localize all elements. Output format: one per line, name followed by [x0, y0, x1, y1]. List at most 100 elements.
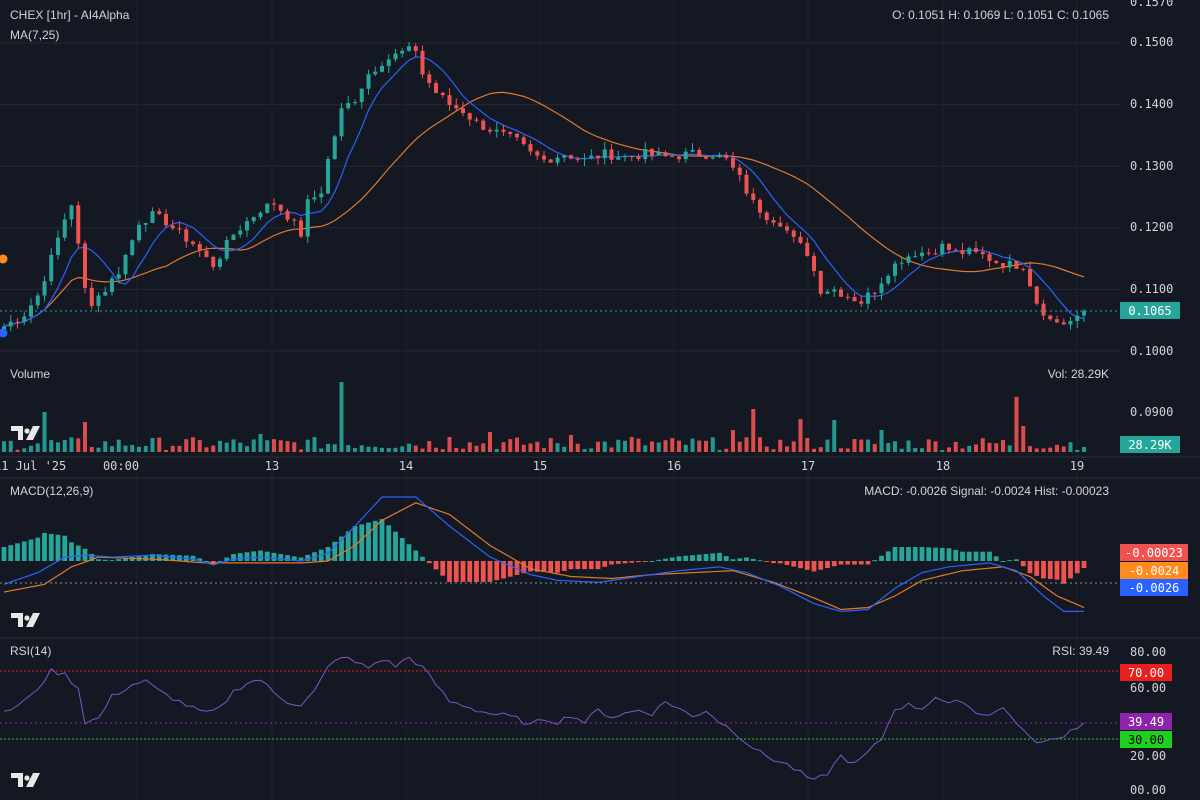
tradingview-logo-icon [11, 613, 40, 627]
rsi-axis[interactable]: 80.00 60.00 20.00 00.00 [1130, 645, 1166, 797]
macd-hist-bar [1000, 561, 1006, 562]
candle-body [42, 281, 47, 296]
candle-body [400, 50, 405, 54]
ma7-line [3, 56, 1085, 328]
macd-hist-bar [750, 558, 756, 561]
macd-hist-bar [1027, 561, 1033, 574]
candle-body [805, 242, 810, 256]
candle-body [224, 239, 229, 259]
volume-bar [1028, 446, 1032, 452]
macd-hist-bar [440, 561, 446, 576]
volume-bar [191, 437, 195, 452]
candle-body [562, 155, 567, 158]
macd-hist-bar [582, 561, 587, 570]
candle-body [8, 321, 13, 327]
volume-bar [1061, 446, 1066, 452]
candle-body [204, 250, 209, 257]
candle-body [893, 263, 897, 276]
macd-hist-bar [791, 561, 797, 567]
volume-bar [812, 448, 816, 452]
macd-hist-bar [892, 547, 898, 561]
volume-bar [373, 446, 378, 452]
volume-bar [987, 442, 992, 452]
rsi-legend: RSI(14) [10, 644, 51, 658]
time-tick-label: 19 [1070, 459, 1084, 473]
candle-body [825, 291, 830, 294]
rsi-tick-label: 20.00 [1130, 749, 1166, 763]
volume-bar [832, 420, 837, 452]
macd-hist-bar [460, 561, 466, 582]
time-axis[interactable]: 11 Jul '25 00:00 13 14 15 16 17 18 19 [0, 459, 1084, 473]
rsi-readout: RSI: 39.49 [1052, 644, 1109, 658]
volume-bar [312, 437, 317, 452]
price-tick-label: 0.1500 [1130, 35, 1173, 49]
volume-bar [474, 445, 479, 452]
candle-body [272, 203, 276, 205]
volume-bar [764, 446, 769, 452]
ma25-line [3, 91, 1085, 328]
macd-hist-bar [933, 547, 938, 561]
price-tick-label: 0.1000 [1130, 344, 1173, 358]
candle-body [926, 252, 931, 254]
macd-hist-bar [953, 549, 959, 561]
macd-hist-bar [42, 533, 47, 561]
macd-hist-bar [798, 561, 803, 569]
volume-bar [717, 449, 722, 452]
volume-bar [818, 447, 823, 452]
rsi-upper-badge [1120, 664, 1172, 681]
candle-body [872, 292, 877, 294]
volume-bar [798, 419, 803, 452]
macd-hist-bar [980, 551, 986, 561]
volume-bar [96, 447, 101, 452]
volume-bar [596, 441, 600, 452]
macd-hist-bar [528, 561, 533, 572]
volume-bar [494, 448, 499, 452]
price-axis[interactable]: 0.1570 0.1500 0.1400 0.1300 0.1200 0.1100 0.10… [1130, 0, 1173, 419]
macd-hist-bar [845, 561, 851, 565]
candle-body [596, 155, 600, 159]
macd-hist-bar [615, 561, 621, 564]
candle-body [427, 74, 432, 84]
candle-body [812, 255, 816, 271]
volume-bar [791, 441, 796, 452]
macd-hist-bar [217, 561, 223, 562]
macd-hist-bar [838, 561, 844, 565]
macd-hist-bar [777, 561, 783, 564]
volume-bar [859, 439, 864, 452]
volume-bar [542, 448, 546, 452]
candle-body [359, 88, 364, 103]
ma-legend: MA(7,25) [10, 28, 59, 42]
candle-body [467, 113, 472, 120]
volume-bar [170, 445, 175, 452]
candle-body [454, 105, 459, 109]
volume-bar [656, 442, 661, 452]
chart-title: CHEX [1hr] - AI4Alpha [10, 8, 130, 22]
macd-hist-bar [717, 552, 722, 561]
volume-bar [157, 437, 162, 452]
candle-body [501, 129, 506, 132]
candle-body [967, 248, 972, 255]
rsi-upper-label: 70.00 [1128, 666, 1164, 680]
macd-hist-bar [75, 545, 81, 561]
macd-hist-bar [987, 551, 992, 561]
candle-body [150, 211, 155, 223]
volume-bar [461, 448, 465, 452]
volume-bar [339, 382, 344, 452]
candle-body [184, 229, 189, 242]
volume-bar [548, 438, 553, 452]
volume-bar [589, 448, 594, 452]
volume-current-label: 28.29K [1128, 438, 1172, 452]
candle-body [913, 256, 918, 258]
candle-body [413, 46, 418, 51]
macd-hist-bar [366, 522, 371, 561]
volume-bar [562, 446, 567, 452]
candle-body [589, 155, 594, 159]
candle-body [798, 236, 803, 243]
macd-hist-bar [1047, 561, 1053, 580]
volume-bar [1048, 447, 1053, 452]
macd-hist-bar [710, 553, 716, 561]
volume-bar [1014, 397, 1019, 452]
macd-hist-bar [1014, 559, 1019, 561]
macd-hist-bar [413, 550, 419, 561]
